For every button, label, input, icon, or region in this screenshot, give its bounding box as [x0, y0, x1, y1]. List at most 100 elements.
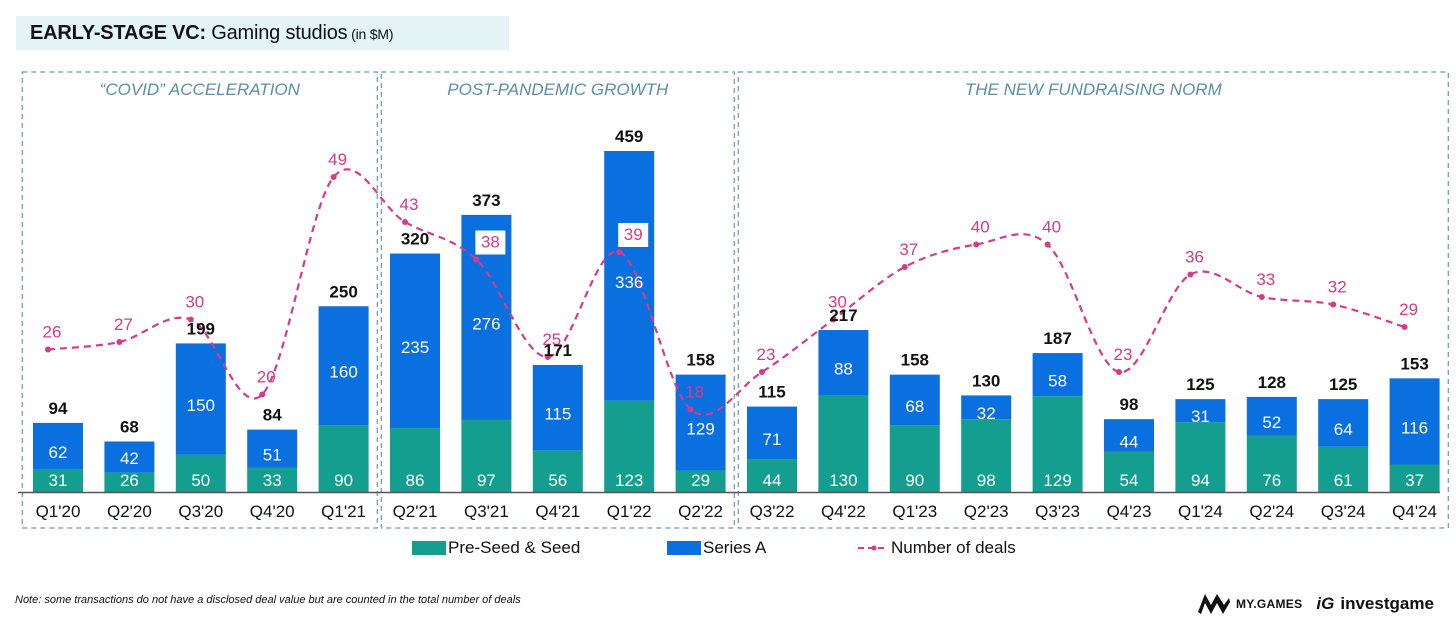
deals-point: [1401, 324, 1408, 330]
x-tick-label: Q2'20: [107, 502, 152, 521]
bar-series-a: [675, 374, 726, 471]
legend-item-series-a: Series A: [667, 537, 766, 559]
label-seed: 94: [1191, 471, 1210, 490]
label-seed: 54: [1120, 471, 1139, 490]
deals-point: [1258, 294, 1265, 300]
label-total: 217: [829, 306, 857, 325]
label-seed: 56: [548, 471, 567, 490]
deals-label: 30: [828, 293, 847, 312]
deals-label: 36: [1185, 248, 1204, 267]
label-seed: 98: [977, 471, 996, 490]
label-total: 125: [1186, 375, 1214, 394]
bar-series-a: [104, 441, 155, 473]
deals-label: 29: [1399, 300, 1418, 319]
label-total: 128: [1258, 373, 1286, 392]
label-seed: 33: [263, 471, 282, 490]
label-total: 84: [263, 406, 282, 425]
label-seed: 90: [334, 471, 353, 490]
deals-point: [1187, 271, 1194, 278]
bars: [33, 151, 1440, 492]
logos: MY.GAMES iG investgame: [1196, 590, 1434, 618]
deals-line-path: [47, 168, 1405, 416]
deals-label: 40: [1042, 218, 1061, 237]
deals-point: [1116, 369, 1122, 375]
bar-series-a: [532, 364, 583, 451]
label-seed: 37: [1405, 471, 1424, 490]
label-total: 187: [1043, 329, 1071, 348]
label-series-a: 58: [1048, 372, 1067, 391]
x-axis-ticks: Q1'20 Q2'20 Q3'20 Q4'20 Q1'21 Q2'21 Q3'21 Q4'21…: [36, 502, 1437, 521]
legend-dashed-line-icon: [858, 545, 885, 551]
label-series-a: 44: [1120, 433, 1139, 452]
legend-swatch-seed: [412, 541, 446, 555]
deals-point: [45, 346, 51, 353]
deals-point: [330, 174, 337, 180]
bar-seed: [604, 400, 655, 492]
bar-series-a: [33, 422, 83, 469]
deals-label: 38: [481, 233, 500, 252]
label-series-a: 51: [263, 446, 282, 465]
data-labels: 31 62 94 26 42 68 50 150 199 33 51 84 90 160 250 86 235 3…: [49, 127, 1429, 490]
deals-label: 43: [400, 195, 419, 214]
bar-seed: [1389, 464, 1440, 492]
deals-label: 40: [971, 218, 990, 237]
x-tick-label: Q4'22: [821, 502, 866, 521]
deals-label: 32: [1328, 278, 1347, 297]
label-seed: 97: [477, 471, 496, 490]
section-frame: [380, 71, 735, 529]
bar-seed: [1104, 451, 1154, 492]
label-total: 373: [472, 191, 500, 210]
label-series-a: 129: [686, 420, 714, 439]
bar-series-a: [318, 306, 369, 426]
label-series-a: 150: [187, 396, 215, 415]
label-total: 94: [49, 399, 68, 418]
label-seed: 44: [763, 471, 782, 490]
deals-point: [473, 256, 480, 263]
label-total: 98: [1120, 395, 1139, 414]
bar-seed: [532, 450, 583, 492]
bar-seed: [1175, 422, 1226, 492]
label-seed: 29: [691, 471, 710, 490]
label-seed: 61: [1334, 471, 1353, 490]
deals-point: [901, 264, 908, 270]
x-tick-label: Q1'22: [607, 502, 652, 521]
deals-label: 30: [185, 293, 204, 312]
bar-series-a: [175, 343, 226, 455]
label-total: 199: [187, 319, 215, 338]
x-tick-label: Q1'21: [321, 502, 366, 521]
bar-series-a: [1389, 378, 1440, 465]
deals-label: 23: [757, 345, 776, 364]
label-series-a: 160: [329, 363, 357, 382]
title-bold: EARLY-STAGE VC:: [30, 22, 206, 44]
deals-label-bg: [618, 223, 649, 247]
label-series-a: 116: [1401, 418, 1428, 437]
bar-seed: [104, 472, 155, 492]
label-series-a: 62: [49, 443, 68, 462]
label-series-a: 115: [544, 405, 571, 424]
bar-series-a: [961, 395, 1012, 420]
deals-label: 39: [624, 225, 643, 244]
bar-series-a: [747, 406, 797, 460]
bar-series-a: [1104, 419, 1154, 452]
title-banner: [16, 16, 509, 50]
deals-point: [259, 391, 266, 398]
deals-point: [830, 316, 837, 323]
label-seed: 130: [829, 471, 857, 490]
deals-label: 27: [114, 315, 133, 334]
x-tick-label: Q1'24: [1178, 502, 1223, 521]
label-series-a: 31: [1191, 407, 1210, 426]
label-total: 459: [615, 127, 643, 146]
label-series-a: 336: [615, 273, 643, 292]
label-series-a: 32: [977, 404, 996, 423]
label-seed: 90: [905, 471, 924, 490]
label-total: 130: [972, 371, 1000, 390]
label-series-a: 68: [905, 397, 924, 416]
label-total: 158: [686, 351, 714, 370]
deals-point: [1330, 301, 1337, 308]
deals-label: 33: [1256, 270, 1275, 289]
deals-point: [116, 339, 123, 345]
deals-point: [1044, 241, 1051, 248]
label-seed: 26: [120, 471, 139, 490]
bar-series-a: [1246, 396, 1297, 436]
bar-series-a: [390, 253, 440, 429]
